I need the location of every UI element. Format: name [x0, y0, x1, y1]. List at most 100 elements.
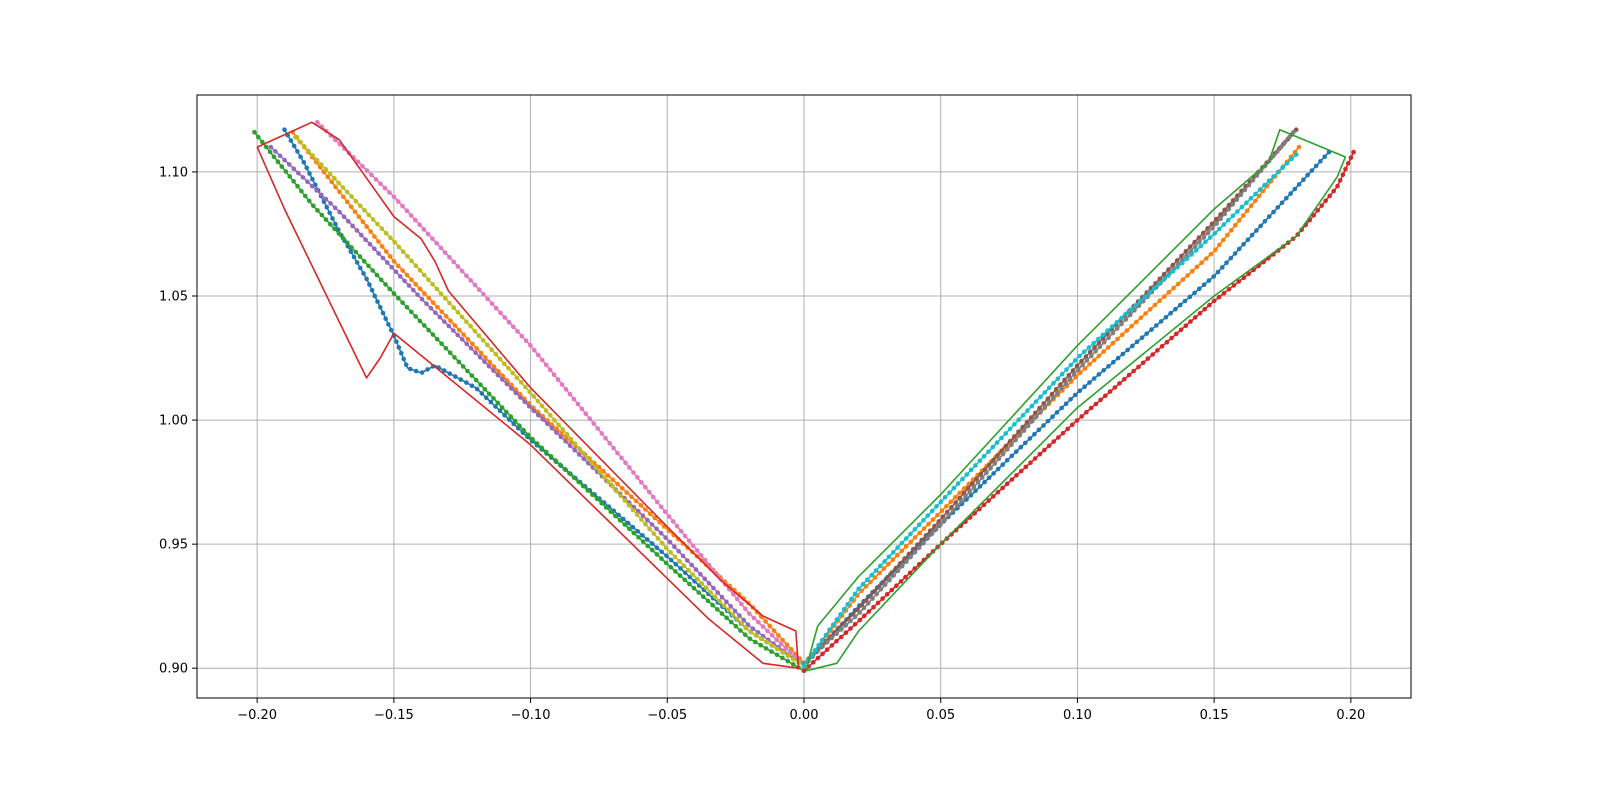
series-point: [511, 324, 516, 330]
series-point: [486, 391, 492, 397]
series-point: [631, 530, 637, 536]
series-point: [687, 581, 692, 587]
series-point: [491, 368, 496, 373]
series-point: [654, 545, 660, 550]
series-point: [1315, 208, 1320, 213]
series-point: [1065, 426, 1070, 432]
series-point: [409, 277, 414, 283]
series-point: [615, 450, 620, 456]
series-point: [1203, 239, 1208, 245]
series-point: [841, 607, 847, 612]
series-point: [767, 623, 773, 629]
series-point: [474, 346, 479, 351]
series-point: [301, 160, 307, 165]
series-point: [455, 310, 461, 315]
series-point: [999, 435, 1004, 441]
series-point: [517, 423, 522, 429]
series-point: [405, 253, 410, 259]
series-point: [1225, 232, 1230, 238]
series-point: [635, 475, 640, 480]
series-point: [886, 561, 891, 567]
series-point: [323, 166, 329, 172]
series-point: [1279, 200, 1285, 206]
series-point: [421, 227, 427, 232]
series-point: [1248, 203, 1254, 209]
series-point: [581, 450, 586, 456]
series-point: [1101, 349, 1106, 354]
series-point: [862, 613, 867, 619]
series-point: [1145, 356, 1151, 361]
series-point: [1239, 204, 1245, 210]
series-point: [1126, 372, 1132, 378]
series-point: [599, 431, 604, 436]
series-point: [1215, 269, 1221, 275]
series-point: [1038, 409, 1043, 415]
series-point: [1232, 251, 1238, 256]
series-point: [608, 509, 614, 514]
series-point: [698, 553, 704, 558]
series-point: [1201, 230, 1206, 236]
series-point: [483, 355, 488, 360]
x-tick-label: −0.15: [374, 708, 414, 723]
series-point: [279, 164, 285, 169]
series-point: [1028, 415, 1034, 420]
series-point: [413, 314, 418, 319]
series-point: [315, 208, 320, 213]
series-point: [287, 174, 293, 179]
series-point: [769, 643, 775, 648]
series-point: [502, 315, 508, 320]
series-11: [801, 129, 1296, 666]
series-point: [626, 503, 632, 508]
series-point: [551, 372, 557, 378]
series-point: [1187, 294, 1193, 300]
series-point: [719, 594, 725, 600]
series-point: [506, 366, 511, 371]
series-point: [925, 536, 930, 541]
series-point: [1230, 202, 1236, 207]
series-point: [522, 399, 527, 405]
series-point: [328, 222, 333, 227]
series-point: [603, 505, 609, 510]
series-point: [668, 557, 674, 563]
series-point: [769, 649, 774, 654]
series-point: [1003, 431, 1009, 436]
series-point: [977, 484, 983, 489]
series-point: [849, 596, 854, 602]
series-point: [663, 535, 668, 540]
series-point: [327, 210, 333, 216]
series-point: [506, 319, 512, 325]
series-point: [764, 639, 770, 645]
series-point: [586, 460, 591, 466]
series-point: [1106, 364, 1111, 369]
series-point: [986, 498, 991, 503]
series-point: [495, 372, 501, 378]
series-point: [352, 209, 358, 214]
series-point: [1211, 274, 1216, 279]
series-point: [823, 632, 829, 638]
series-point: [363, 237, 368, 242]
series-point: [1149, 327, 1154, 332]
series-point: [439, 341, 444, 347]
series-point: [743, 606, 748, 612]
series-point: [1064, 367, 1069, 372]
series-point: [1101, 339, 1107, 345]
series-point: [699, 581, 704, 586]
series-point: [1250, 178, 1256, 183]
series-point: [1023, 464, 1029, 470]
series-point: [748, 629, 754, 635]
series-point: [1206, 278, 1212, 283]
series-point: [1125, 347, 1130, 353]
series-point: [662, 509, 668, 514]
series-point: [557, 462, 563, 468]
series-point: [1000, 451, 1006, 457]
series-point: [1161, 271, 1167, 277]
series-point: [400, 268, 406, 273]
series-point: [1070, 422, 1075, 428]
series-point: [1207, 302, 1212, 308]
series-point: [944, 504, 949, 509]
series-point: [785, 658, 791, 664]
series-point: [878, 563, 883, 569]
x-tick-label: 0.15: [1200, 708, 1229, 723]
series-point: [491, 396, 496, 401]
series-point: [305, 179, 310, 185]
